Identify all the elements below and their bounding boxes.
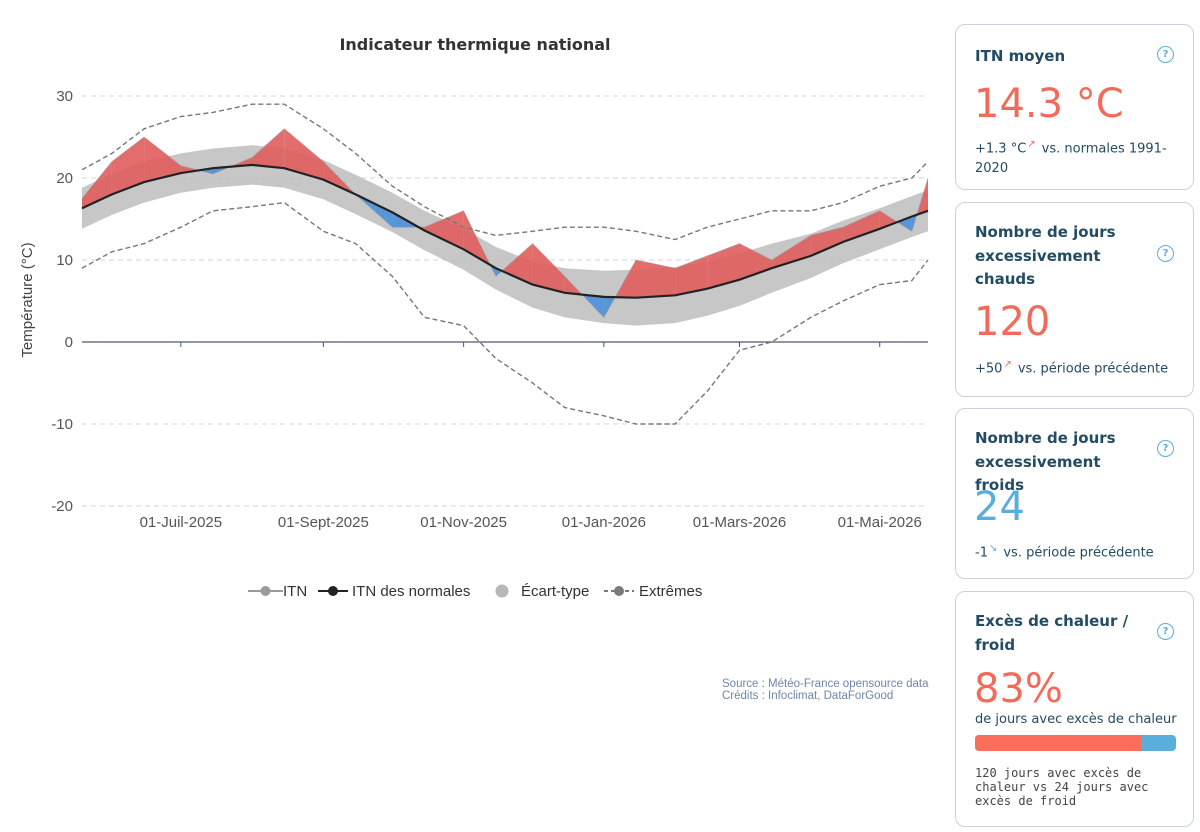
legend[interactable]: ITN ITN des normales Écart-type Extrêmes — [248, 583, 702, 600]
cold-excess-area — [897, 216, 912, 232]
warm-excess-area — [842, 210, 880, 242]
y-tick-label: 10 — [56, 252, 73, 269]
y-tick-label: -20 — [51, 498, 73, 515]
card-heat-cold-excess: Excès de chaleur / froid ? 83% de jours … — [955, 591, 1194, 827]
card-title: ITN moyen — [975, 47, 1066, 65]
plot-area — [81, 103, 929, 425]
warm-excess-area — [532, 243, 565, 293]
y-tick-label: 0 — [65, 334, 73, 351]
warm-excess-area — [424, 210, 464, 250]
x-tick-label: 01-Mars-2026 — [693, 514, 786, 531]
itn-line — [81, 128, 929, 319]
help-icon[interactable]: ? — [1157, 46, 1174, 63]
comparison-text: vs. normales 1991-2020 — [975, 141, 1167, 177]
card-comparison: -1↘ vs. période précédente — [975, 539, 1180, 563]
normals-line — [81, 163, 929, 299]
card-value: 83% — [974, 666, 1063, 712]
warm-excess-area — [810, 227, 843, 256]
card-value: 24 — [974, 484, 1025, 530]
heat-cold-ratio-bar — [975, 735, 1176, 751]
card-value: 14.3 °C — [974, 81, 1124, 127]
y-tick-label: 20 — [56, 170, 73, 187]
warm-excess-area — [771, 235, 811, 269]
warm-excess-area — [180, 165, 199, 174]
warm-excess-area — [675, 255, 708, 296]
legend-normals[interactable]: ITN des normales — [318, 583, 470, 600]
itn-chart: Indicateur thermique national 30 20 10 0 -10… — [19, 35, 929, 600]
delta-value: -1 — [975, 545, 988, 561]
credits-line: Crédits : Infoclimat, DataForGood — [722, 690, 894, 702]
card-caption: de jours avec excès de chaleur — [975, 712, 1177, 727]
card-title: Nombre de jours excessivement froids — [975, 429, 1116, 494]
legend-marker-icon — [328, 586, 338, 596]
heat-ratio-fill — [975, 735, 1142, 751]
chart-source: Source : Météo-France opensource data Cr… — [722, 678, 928, 702]
delta-value: +1.3 °C — [975, 141, 1027, 157]
extremes-lower-line — [81, 201, 929, 425]
comparison-text: vs. période précédente — [1003, 545, 1154, 561]
x-tick-label: 01-Nov-2025 — [420, 514, 507, 531]
legend-label: Écart-type — [521, 583, 589, 600]
x-tick-label: 01-Sept-2025 — [278, 514, 369, 531]
warm-excess-area — [284, 128, 324, 180]
extremes-upper-line — [81, 103, 929, 241]
card-comparison: +50↗ vs. période précédente — [975, 355, 1180, 379]
x-axis: 01-Juil-2025 01-Sept-2025 01-Nov-2025 01-Ja… — [140, 342, 922, 531]
y-axis: 30 20 10 0 -10 -20 — [51, 88, 73, 515]
x-tick-label: 01-Mai-2026 — [838, 514, 922, 531]
legend-label: Extrêmes — [639, 583, 702, 600]
delta-value: +50 — [975, 361, 1003, 377]
help-icon[interactable]: ? — [1157, 440, 1174, 457]
help-icon[interactable]: ? — [1157, 623, 1174, 640]
x-tick-label: 01-Juil-2025 — [140, 514, 223, 531]
card-itn-moyen: ITN moyen ? 14.3 °C +1.3 °C↗ vs. normales… — [955, 24, 1194, 190]
y-tick-label: 30 — [56, 88, 73, 105]
legend-marker-icon — [260, 586, 271, 596]
legend-itn[interactable]: ITN — [248, 583, 307, 600]
help-icon[interactable]: ? — [1157, 245, 1174, 262]
card-hot-days: Nombre de jours excessivement chauds ? 1… — [955, 202, 1194, 397]
legend-marker-icon — [614, 586, 624, 596]
warm-excess-area — [879, 210, 898, 229]
legend-marker-icon — [495, 584, 509, 598]
x-tick-label: 01-Jan-2026 — [562, 514, 646, 531]
legend-label: ITN — [283, 583, 307, 600]
legend-std[interactable]: Écart-type — [495, 583, 590, 600]
arrow-up-icon: ↗ — [1003, 359, 1012, 370]
card-cold-days: Nombre de jours excessivement froids ? 2… — [955, 408, 1194, 579]
card-comparison: +1.3 °C↗ vs. normales 1991-2020 — [975, 135, 1180, 179]
card-value: 120 — [974, 299, 1051, 345]
warm-excess-area — [144, 137, 181, 183]
legend-label: ITN des normales — [352, 583, 470, 600]
card-title: Nombre de jours excessivement chauds — [975, 223, 1116, 288]
comparison-text: vs. période précédente — [1017, 361, 1169, 377]
warm-excess-area — [82, 161, 112, 209]
warm-excess-area — [636, 260, 676, 298]
chart-title: Indicateur thermique national — [339, 35, 610, 54]
warm-excess-area — [501, 243, 533, 285]
card-title: Excès de chaleur / froid — [975, 612, 1129, 654]
arrow-up-icon: ↗ — [1027, 139, 1036, 150]
warm-excess-area — [252, 128, 285, 169]
warm-excess-area — [111, 137, 145, 195]
y-axis-label: Température (°C) — [19, 242, 36, 357]
chart-container: Indicateur thermique national 30 20 10 0 -10… — [19, 35, 929, 702]
legend-extremes[interactable]: Extrêmes — [604, 583, 702, 600]
source-line: Source : Météo-France opensource data — [722, 678, 929, 690]
warm-excess-area — [707, 243, 740, 289]
arrow-down-icon: ↘ — [988, 543, 998, 554]
y-tick-label: -10 — [51, 416, 73, 433]
card-detail: 120 jours avec excès de chaleur vs 24 jo… — [975, 766, 1149, 808]
